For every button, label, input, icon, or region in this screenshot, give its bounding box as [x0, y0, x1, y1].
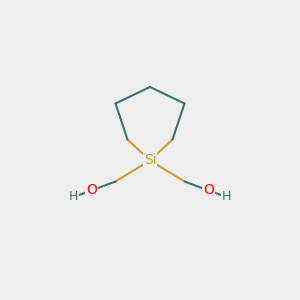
Text: H: H	[69, 190, 78, 203]
Text: Si: Si	[144, 154, 156, 167]
Text: O: O	[203, 184, 214, 197]
Text: O: O	[86, 184, 97, 197]
Text: H: H	[222, 190, 231, 203]
